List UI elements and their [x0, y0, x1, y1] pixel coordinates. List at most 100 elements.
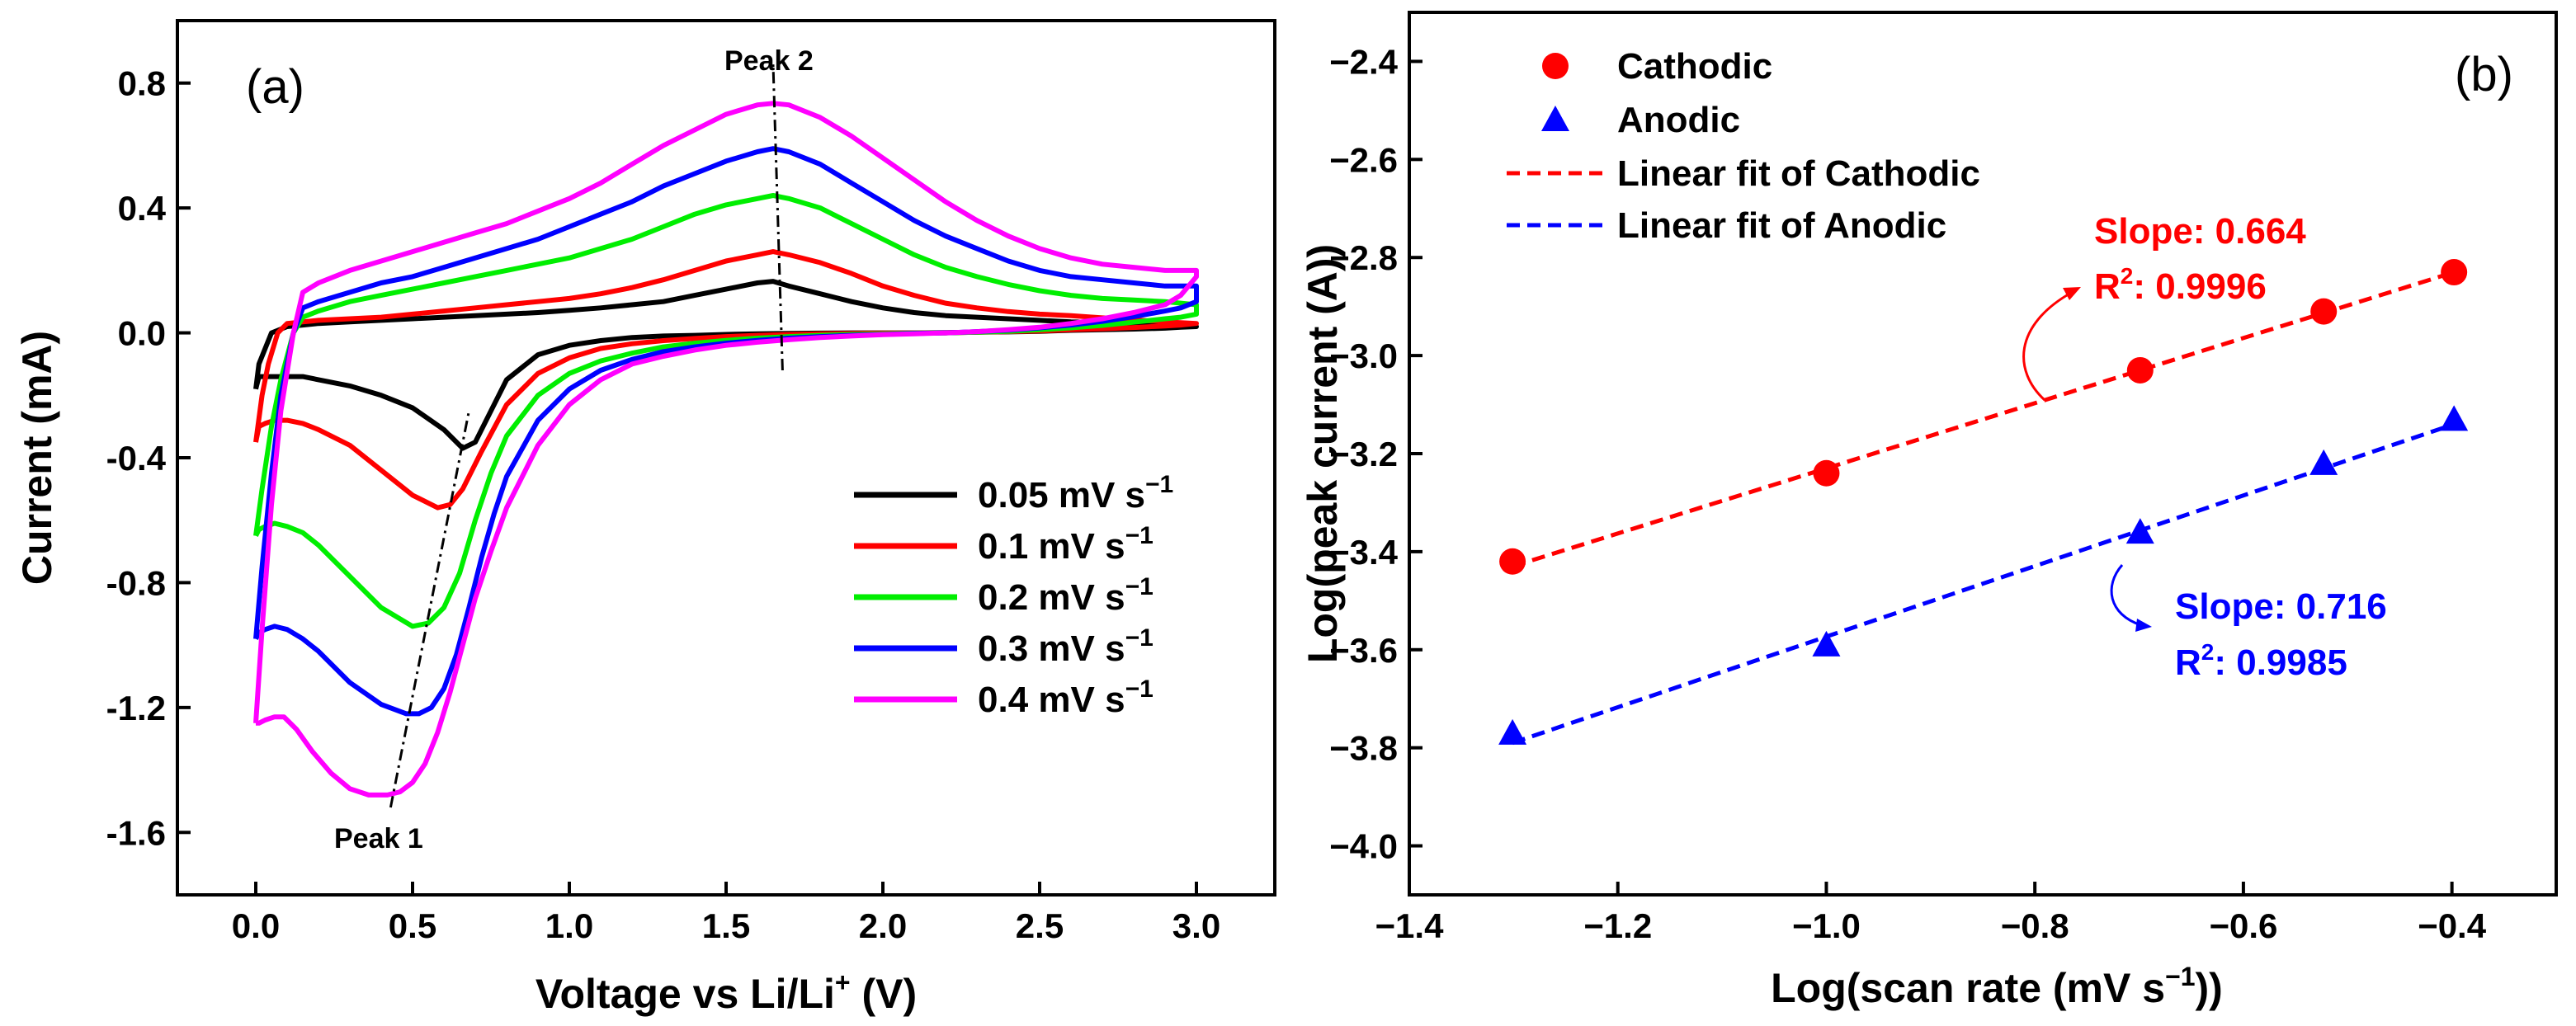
anodic-pointer-arrow [2110, 564, 2142, 627]
b-xtick-label: −1.4 [1375, 906, 1445, 945]
legend-anodic-marker [1541, 106, 1569, 131]
legend-label-superscript: −1 [1125, 522, 1154, 549]
a-xtick-label: 1.5 [702, 906, 750, 945]
cathodic-point [2441, 259, 2468, 286]
a-ytick-label: 0.8 [118, 64, 166, 103]
anodic-r2-value: : 0.9985 [2214, 642, 2347, 683]
panel-a-cv-plot: 0.0 0.5 1.0 1.5 2.0 2.5 3.0 -1.6 -1.2 -0.8 -0.4 0.0… [14, 19, 1276, 1017]
cv-curve-2 [253, 193, 1199, 629]
a-xtick-label: 1.0 [545, 906, 593, 945]
a-ytick-label: -0.8 [106, 563, 166, 602]
panel-a-frame [176, 19, 1276, 897]
x-label-a-main: Voltage vs Li/Li [535, 971, 835, 1017]
b-ytick-label: −3.8 [1329, 729, 1398, 768]
panel-b-x-axis-label: Log(scan rate (mV s−1)) [1771, 962, 2223, 1011]
legend-label-text: 0.05 mV s [978, 475, 1145, 515]
cv-curves [253, 101, 1199, 798]
panel-a-y-axis-label: Current (mA) [14, 331, 60, 585]
anodic-slope-text: Slope: 0.716 [2175, 586, 2387, 627]
anodic-point [2125, 518, 2154, 544]
legend-label-superscript: −1 [1125, 675, 1154, 703]
legend-label-2: 0.2 mV s−1 [978, 573, 1154, 618]
b-xtick-label: −1.2 [1583, 906, 1652, 945]
legend-b-label-3: Linear fit of Anodic [1617, 205, 1946, 246]
legend-label-text: 0.1 mV s [978, 526, 1125, 567]
panel-b-log-plot: −1.4 −1.2 −1.0 −0.8 −0.6 −0.4 −4.0 −3.8 −3.6 −3.4… [1300, 11, 2558, 1011]
x-label-a-tail: (V) [851, 971, 918, 1017]
cathodic-point [1813, 459, 1840, 487]
cathodic-r2-superscript: 2 [2121, 263, 2134, 289]
cv-curve-1 [253, 249, 1199, 511]
peak-guide-lines [389, 64, 784, 808]
a-ytick-label: -1.2 [106, 689, 166, 727]
legend-label-superscript: −1 [1125, 573, 1154, 600]
cv-curve-4 [253, 101, 1199, 798]
cathodic-point [2126, 356, 2154, 384]
b-ytick-label: −3.4 [1329, 533, 1399, 572]
panel-b-legend: Cathodic Anodic Linear fit of Cathodic Line… [1507, 46, 1980, 246]
cv-curve-0 [253, 279, 1199, 451]
a-ytick-label: -0.4 [106, 439, 167, 478]
legend-label-superscript: −1 [1125, 624, 1154, 652]
panel-b-y-axis-label: Log(peak current (A)) [1300, 244, 1346, 663]
a-ytick-label: -1.6 [106, 813, 166, 852]
cathodic-r2-prefix: R [2094, 266, 2121, 307]
anodic-r2-superscript: 2 [2201, 639, 2215, 665]
peak-2-label: Peak 2 [724, 45, 814, 77]
legend-label-superscript: −1 [1145, 471, 1173, 498]
x-label-b-tail: )) [2196, 965, 2223, 1011]
linear-fit-lines [1512, 270, 2455, 746]
legend-label-text: 0.2 mV s [978, 577, 1125, 618]
panel-a-x-axis-label: Voltage vs Li/Li+ (V) [535, 967, 917, 1017]
panel-b-label: (b) [2455, 48, 2513, 101]
a-xtick-label: 2.5 [1016, 906, 1064, 945]
cathodic-pointer-arrow [2022, 291, 2072, 402]
a-ytick-label: 0.4 [118, 189, 167, 228]
legend-label-1: 0.1 mV s−1 [978, 522, 1154, 567]
panel-b-ticks: −1.4 −1.2 −1.0 −0.8 −0.6 −0.4 −4.0 −3.8 −3.6 −3.4… [1329, 42, 2487, 945]
a-ytick-label: 0.0 [118, 314, 166, 353]
panel-a-ticks: 0.0 0.5 1.0 1.5 2.0 2.5 3.0 -1.6 -1.2 -0.8 -0.4 0.0… [106, 64, 1221, 945]
x-label-a-superscript: + [835, 967, 851, 997]
anodic-point [2440, 405, 2469, 431]
b-ytick-label: −2.4 [1329, 42, 1399, 81]
b-ytick-label: −3.2 [1329, 435, 1398, 473]
anodic-point [2309, 449, 2338, 475]
cathodic-point [1499, 548, 1526, 575]
anodic-point [1498, 718, 1527, 745]
a-xtick-label: 2.0 [859, 906, 907, 945]
cathodic-slope-text: Slope: 0.664 [2094, 211, 2306, 252]
legend-label-3: 0.3 mV s−1 [978, 624, 1154, 669]
legend-b-label-0: Cathodic [1617, 46, 1772, 87]
b-ytick-label: −3.6 [1329, 631, 1398, 670]
fit-line-1 [1512, 421, 2455, 746]
legend-b-label-1: Anodic [1617, 100, 1740, 140]
b-ytick-label: −2.6 [1329, 140, 1398, 179]
cathodic-r2-value: : 0.9996 [2133, 266, 2266, 307]
legend-cathodic-marker [1542, 53, 1569, 79]
cathodic-r2-text: R2: 0.9996 [2094, 263, 2267, 307]
panel-a-label: (a) [246, 60, 304, 114]
x-label-b-superscript: −1 [2165, 962, 2195, 991]
a-xtick-label: 3.0 [1172, 906, 1220, 945]
peak-1-label: Peak 1 [334, 823, 423, 854]
anodic-r2-prefix: R [2175, 642, 2201, 683]
b-xtick-label: −0.4 [2418, 906, 2487, 945]
peak1-guide-line [389, 410, 470, 808]
a-xtick-label: 0.0 [232, 906, 280, 945]
b-xtick-label: −1.0 [1792, 906, 1861, 945]
panel-b-frame [1408, 11, 2558, 897]
b-ytick-label: −4.0 [1329, 827, 1398, 866]
x-label-b-main: Log(scan rate (mV s [1771, 965, 2165, 1011]
legend-label-4: 0.4 mV s−1 [978, 675, 1154, 720]
b-xtick-label: −0.6 [2209, 906, 2277, 945]
legend-label-0: 0.05 mV s−1 [978, 471, 1173, 515]
a-xtick-label: 0.5 [389, 906, 436, 945]
b-ytick-label: −2.8 [1329, 238, 1398, 277]
data-points [1498, 259, 2469, 745]
b-xtick-label: −0.8 [2001, 906, 2069, 945]
anodic-point [1812, 630, 1841, 657]
legend-label-text: 0.4 mV s [978, 680, 1125, 720]
anodic-arrowhead-icon [2135, 619, 2152, 632]
